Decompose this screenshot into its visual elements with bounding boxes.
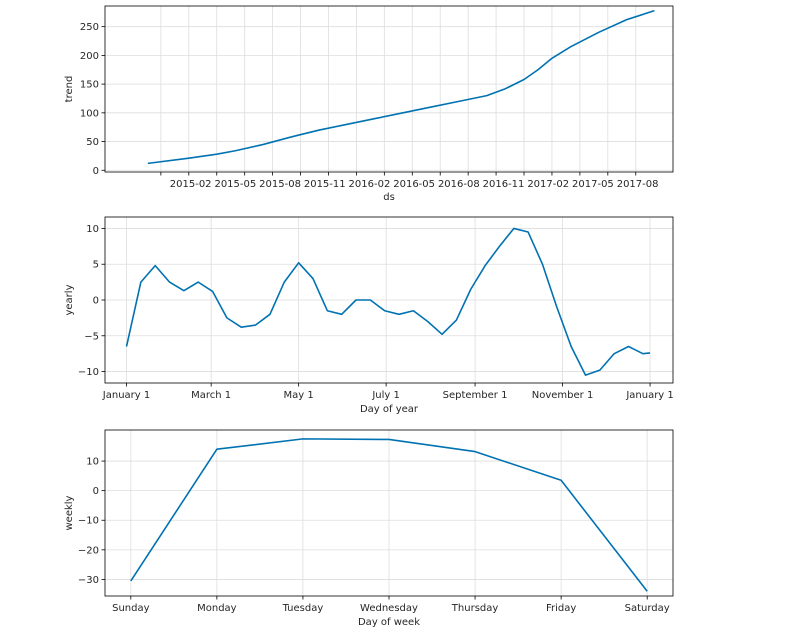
x-tick-label: March 1 — [191, 390, 231, 401]
y-tick-label: −30 — [78, 575, 99, 586]
x-tick-label: 2017-02 — [527, 179, 569, 190]
x-tick-label: September 1 — [443, 390, 508, 401]
x-tick-label: 2017-05 — [572, 179, 614, 190]
weekly-x-axis-label: Day of week — [358, 617, 420, 628]
x-tick-label: 2016-08 — [438, 179, 480, 190]
y-tick-label: 0 — [93, 486, 99, 497]
x-tick-label: January 1 — [625, 390, 673, 401]
panel-trend: 2015-02 2015-05 2015-08 2015-11 2016-02 2016-… — [64, 5, 674, 203]
x-tick-label: July 1 — [371, 390, 400, 401]
y-tick-label: −10 — [78, 516, 99, 527]
y-tick-label: 100 — [80, 108, 99, 119]
y-tick-label: 150 — [80, 80, 99, 91]
x-tick-label: Friday — [546, 603, 576, 614]
y-tick-label: 10 — [86, 224, 99, 235]
x-tick-label: Saturday — [625, 603, 670, 614]
x-tick-label: 2016-05 — [393, 179, 435, 190]
x-tick-label: January 1 — [102, 390, 150, 401]
x-tick-label: 2017-08 — [617, 179, 659, 190]
y-tick-label: −20 — [78, 545, 99, 556]
y-tick-label: 10 — [86, 457, 99, 468]
y-tick-label: −10 — [78, 367, 99, 378]
x-tick-label: Sunday — [112, 603, 149, 614]
y-tick-label: 50 — [86, 137, 99, 148]
x-tick-label: November 1 — [532, 390, 594, 401]
y-tick-label: 0 — [93, 166, 99, 177]
y-tick-label: −5 — [84, 331, 99, 342]
weekly-series-line — [130, 438, 648, 592]
x-tick-label: 2016-11 — [483, 179, 525, 190]
x-tick-label: 2015-08 — [259, 179, 301, 190]
y-tick-label: 5 — [93, 260, 99, 271]
x-tick-label: Thursday — [451, 603, 499, 614]
y-tick-label: 250 — [80, 22, 99, 33]
trend-series-line — [147, 9, 655, 165]
x-tick-label: 2015-05 — [214, 179, 256, 190]
y-tick-label: 0 — [93, 296, 99, 307]
x-tick-label: Wednesday — [360, 603, 418, 614]
weekly-y-axis-label: weekly — [64, 495, 75, 530]
trend-x-axis-label: ds — [383, 192, 395, 203]
panel-weekly: Sunday Monday Tuesday Wednesday Thursday Frid… — [64, 429, 674, 628]
x-tick-label: Tuesday — [282, 603, 324, 614]
panel-yearly: January 1 March 1 May 1 July 1 September 1 No… — [64, 216, 674, 415]
trend-y-axis-label: trend — [64, 76, 75, 103]
yearly-series-line — [125, 227, 651, 376]
yearly-x-axis-label: Day of year — [360, 404, 419, 415]
x-tick-label: May 1 — [284, 390, 314, 401]
x-tick-label: 2016-02 — [349, 179, 391, 190]
y-tick-label: 200 — [80, 51, 99, 62]
x-tick-label: 2015-11 — [304, 179, 346, 190]
x-tick-label: Monday — [197, 603, 237, 614]
x-tick-label: 2015-02 — [170, 179, 212, 190]
yearly-y-axis-label: yearly — [64, 284, 75, 315]
axes-frame — [104, 5, 674, 173]
